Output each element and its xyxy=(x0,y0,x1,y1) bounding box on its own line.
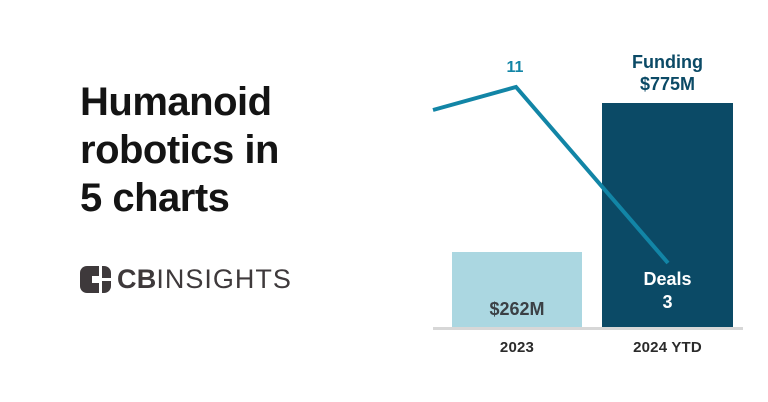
bar-2023-funding: $262M xyxy=(452,252,582,327)
title-line-1: Humanoid xyxy=(80,80,272,124)
deals-2023-value: 11 xyxy=(506,59,524,76)
x-axis-label-2023: 2023 xyxy=(499,339,535,356)
logo-text-bold: CB xyxy=(117,264,157,294)
cbinsights-logo: CBINSIGHTS xyxy=(80,266,292,293)
deals-2024-annotation: Deals 3 xyxy=(602,268,733,314)
page-title: Humanoid robotics in 5 charts xyxy=(80,78,400,222)
logo-mark-right-top-block xyxy=(102,266,111,278)
funding-2024-label: Funding xyxy=(632,52,703,72)
logo-text-light: INSIGHTS xyxy=(156,264,292,294)
title-line-3: 5 charts xyxy=(80,176,230,220)
x-axis-label-2024-ytd: 2024 YTD xyxy=(633,339,702,356)
deals-2024-value: 3 xyxy=(662,292,673,312)
bar-2023-funding-label: $262M xyxy=(489,299,545,319)
bar-2024-funding: Deals 3 xyxy=(602,103,733,327)
left-panel: Humanoid robotics in 5 charts CBINSIGHTS xyxy=(80,78,400,293)
funding-2024-annotation: Funding $775M xyxy=(602,51,733,95)
funding-2024-value: $775M xyxy=(639,74,696,94)
title-line-2: robotics in xyxy=(80,128,279,172)
deals-2024-label: Deals xyxy=(643,269,692,289)
x-axis-line xyxy=(433,327,743,330)
logo-mark-right-bottom-block xyxy=(102,281,111,293)
cbinsights-logo-icon xyxy=(80,266,111,293)
logo-mark-notch xyxy=(92,276,99,283)
cbinsights-logo-text: CBINSIGHTS xyxy=(117,266,292,293)
logo-mark-left-block xyxy=(80,266,99,293)
